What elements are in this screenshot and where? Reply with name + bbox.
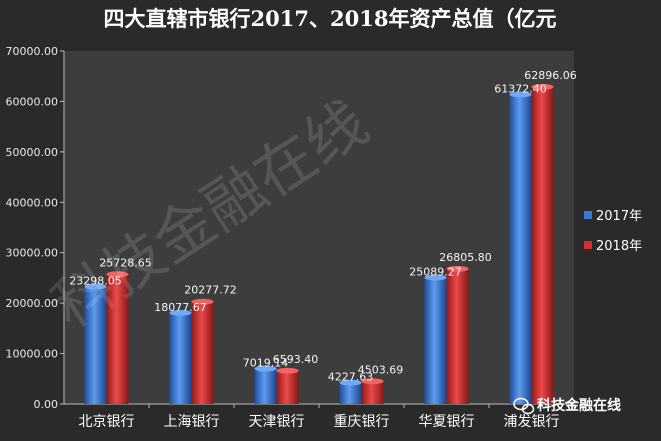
data-label: 26805.80 bbox=[439, 251, 492, 264]
data-label: 62896.06 bbox=[524, 69, 577, 82]
data-label: 4503.69 bbox=[358, 363, 404, 376]
x-tick-label: 浦发银行 bbox=[504, 414, 560, 430]
y-tick-label: 10000.00 bbox=[6, 348, 59, 361]
bar-cap bbox=[276, 367, 299, 374]
bar-2017 bbox=[84, 286, 107, 404]
x-tick-label: 华夏银行 bbox=[419, 414, 475, 430]
bar-cap bbox=[254, 365, 277, 372]
legend-label-2018: 2018年 bbox=[596, 239, 642, 254]
data-label: 23298.05 bbox=[69, 275, 122, 288]
legend: 2017年 2018年 bbox=[584, 209, 642, 254]
y-tick-label: 40000.00 bbox=[6, 196, 59, 209]
x-tick-label: 北京银行 bbox=[79, 414, 135, 430]
y-tick-label: 50000.00 bbox=[6, 146, 59, 159]
bar-cap bbox=[169, 309, 192, 316]
bar-2018 bbox=[276, 370, 299, 404]
x-axis: 北京银行 上海银行 天津银行 重庆银行 华夏银行 浦发银行 bbox=[64, 403, 575, 430]
data-label: 6593.40 bbox=[273, 353, 319, 366]
data-label: 61372.40 bbox=[494, 83, 547, 96]
legend-label-2017: 2017年 bbox=[596, 209, 642, 224]
wechat-icon bbox=[513, 397, 535, 415]
data-label: 7019.14 bbox=[243, 357, 289, 370]
x-tick-label: 上海银行 bbox=[164, 414, 220, 430]
y-axis: 0.00 10000.00 20000.00 30000.00 40000.00 5000… bbox=[6, 45, 65, 411]
bar-cap bbox=[446, 265, 469, 272]
bar-cap bbox=[424, 274, 447, 281]
bar-2018 bbox=[191, 301, 214, 404]
data-label: 25728.65 bbox=[99, 256, 152, 269]
data-label: 4227.63 bbox=[328, 371, 374, 384]
x-tick-label: 重庆银行 bbox=[334, 414, 390, 430]
bar-cap bbox=[509, 91, 532, 98]
bar-cap bbox=[106, 271, 129, 278]
bars bbox=[84, 83, 554, 404]
bar-2017 bbox=[424, 277, 447, 404]
plot-area bbox=[64, 51, 574, 404]
bar-cap bbox=[361, 378, 384, 385]
data-label: 20277.72 bbox=[184, 284, 237, 297]
y-tick-label: 0.00 bbox=[34, 398, 59, 411]
legend-swatch-2018 bbox=[584, 241, 592, 249]
bar-2017 bbox=[169, 312, 192, 404]
bar-2018 bbox=[531, 86, 554, 404]
y-tick-label: 30000.00 bbox=[6, 247, 59, 260]
legend-swatch-2017 bbox=[584, 211, 592, 219]
brand-badge: 科技金融在线 bbox=[513, 397, 621, 415]
bar-cap bbox=[84, 283, 107, 290]
y-tick-label: 20000.00 bbox=[6, 297, 59, 310]
y-tick-label: 60000.00 bbox=[6, 95, 59, 108]
chart-title: 四大直辖市银行2017、2018年资产总值（亿元 bbox=[104, 6, 557, 31]
bar-2017 bbox=[254, 368, 277, 404]
x-tick-label: 天津银行 bbox=[249, 414, 305, 430]
bar-2018 bbox=[361, 381, 384, 404]
y-tick-label: 70000.00 bbox=[6, 45, 59, 58]
data-label: 18077.67 bbox=[154, 301, 207, 314]
data-labels: 23298.0525728.6518077.6720277.727019.146… bbox=[69, 69, 577, 384]
bar-cap bbox=[531, 83, 554, 90]
bar-cap bbox=[191, 298, 214, 305]
data-label: 25089.27 bbox=[409, 265, 462, 278]
bar-2018 bbox=[106, 274, 129, 404]
bar-2017 bbox=[509, 94, 532, 404]
bar-2017 bbox=[339, 382, 362, 404]
bar-2018 bbox=[446, 268, 469, 404]
bar-cap bbox=[339, 379, 362, 386]
brand-name: 科技金融在线 bbox=[537, 397, 621, 414]
